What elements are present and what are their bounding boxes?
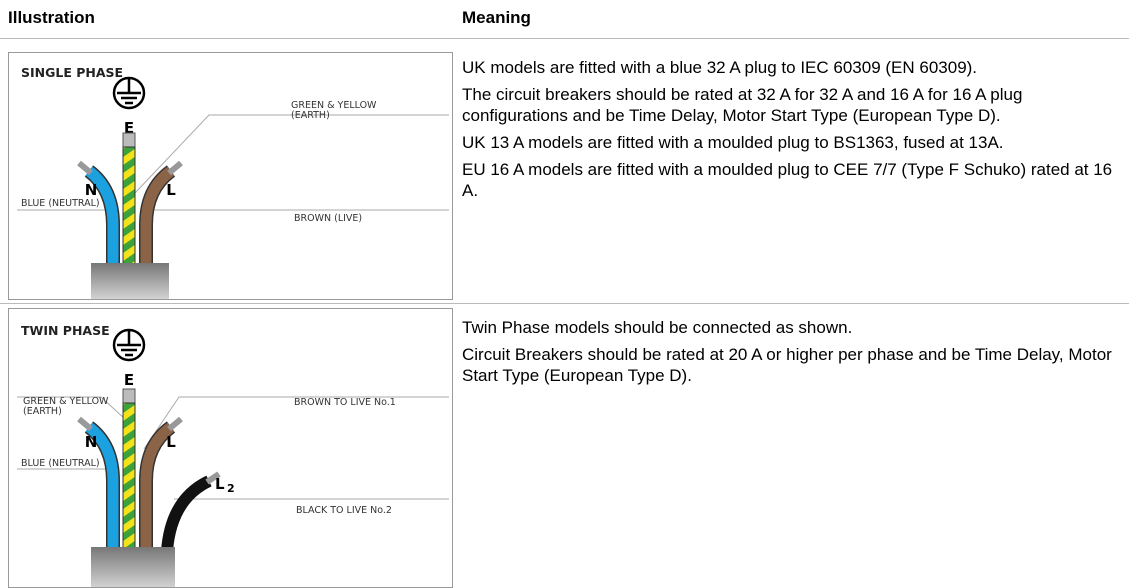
wire-label: BLUE (NEUTRAL) — [21, 458, 100, 469]
single-phase-diagram: SINGLE PHASE E N L GREEN & YELLOW (EARTH… — [17, 65, 449, 299]
wire-letter: E — [124, 371, 134, 389]
illustration: SINGLE PHASE E N L GREEN & YELLOW (EARTH… — [8, 52, 453, 300]
wire-label: BLACK TO LIVE No.2 — [296, 505, 392, 516]
diagram-title: TWIN PHASE — [21, 323, 110, 338]
wire-letter: N — [85, 181, 98, 199]
paragraph: Twin Phase models should be connected as… — [462, 318, 853, 337]
wire-letter: L — [166, 181, 176, 199]
wire-label: (EARTH) — [23, 406, 62, 417]
wire-label: BROWN TO LIVE No.1 — [294, 397, 396, 408]
wire-label: BROWN (LIVE) — [294, 213, 362, 224]
meaning-cell: UK models are fitted with a blue 32 A pl… — [462, 57, 1124, 207]
paragraph: The circuit breakers should be rated at … — [462, 85, 1023, 125]
wire-label: BLUE (NEUTRAL) — [21, 198, 100, 209]
twin-phase-diagram: TWIN PHASE E N L L 2 GRE — [17, 323, 449, 587]
column-header: Meaning — [462, 8, 531, 27]
illustration: TWIN PHASE E N L L 2 GRE — [8, 308, 453, 588]
wire-label: GREEN & YELLOW — [291, 100, 377, 111]
paragraph: UK 13 A models are fitted with a moulded… — [462, 133, 1004, 152]
paragraph: UK models are fitted with a blue 32 A pl… — [462, 58, 978, 77]
wire-label: (EARTH) — [291, 110, 330, 121]
paragraph: Circuit Breakers should be rated at 20 A… — [462, 345, 1112, 385]
row-divider — [0, 303, 1129, 304]
wire-letter-subscript: 2 — [227, 482, 235, 495]
wire-label: GREEN & YELLOW — [23, 396, 109, 407]
wire-letter: N — [85, 433, 98, 451]
wire-letter: E — [124, 119, 134, 137]
header-divider — [0, 38, 1129, 39]
meaning-cell: Twin Phase models should be connected as… — [462, 317, 1124, 392]
diagram-title: SINGLE PHASE — [21, 65, 123, 80]
wire-letter: L — [215, 475, 225, 493]
column-header: Illustration — [8, 8, 95, 27]
paragraph: EU 16 A models are fitted with a moulded… — [462, 160, 1113, 200]
wire-letter: L — [166, 433, 176, 451]
